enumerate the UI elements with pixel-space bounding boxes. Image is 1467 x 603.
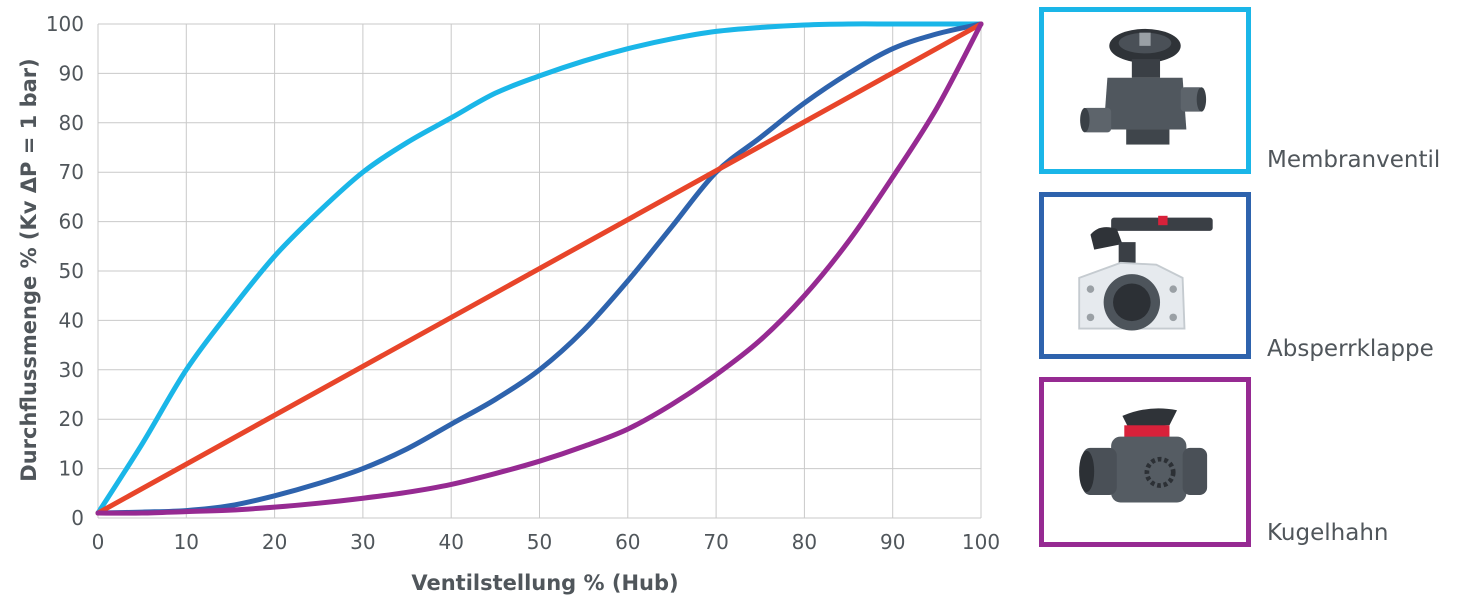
x-tick-label: 60 (615, 530, 640, 554)
x-tick-label: 50 (527, 530, 552, 554)
legend-box-absperrklappe (1039, 192, 1251, 359)
x-axis-title: Ventilstellung % (Hub) (411, 571, 678, 595)
series-line-linear (95, 21, 984, 516)
y-tick-label: 100 (46, 12, 84, 36)
y-tick-label: 10 (59, 457, 84, 481)
legend-box-membranventil (1039, 7, 1251, 174)
legend-label-membranventil: Membranventil (1267, 147, 1441, 173)
y-tick-label: 30 (59, 358, 84, 382)
legend-label-absperrklappe: Absperrklappe (1267, 336, 1434, 362)
x-tick-label: 70 (703, 530, 728, 554)
y-tick-label: 60 (59, 210, 84, 234)
x-tick-label: 90 (880, 530, 905, 554)
x-tick-label: 30 (350, 530, 375, 554)
series-line-membranventil (95, 21, 984, 516)
butterfly-valve-icon (1078, 215, 1213, 331)
ball-valve-icon (1079, 408, 1208, 503)
y-tick-label: 40 (59, 308, 84, 332)
chart-series (95, 21, 984, 516)
y-tick-label: 70 (59, 160, 84, 184)
x-tick-label: 0 (92, 530, 105, 554)
y-axis-ticks: 0 10 20 30 40 50 60 70 80 90 100 (46, 12, 84, 530)
x-tick-label: 80 (792, 530, 817, 554)
y-tick-label: 90 (59, 61, 84, 85)
diaphragm-valve-icon (1080, 28, 1207, 145)
y-tick-label: 20 (59, 407, 84, 431)
series-line-absperrklappe (95, 21, 984, 516)
y-tick-label: 80 (59, 111, 84, 135)
series-line-kugelhahn (95, 21, 984, 516)
x-axis-ticks: 0 10 20 30 40 50 60 70 80 90 100 (92, 530, 1000, 554)
y-tick-label: 50 (59, 259, 84, 283)
x-tick-label: 20 (262, 530, 287, 554)
x-tick-label: 10 (174, 530, 199, 554)
legend-label-kugelhahn: Kugelhahn (1267, 520, 1389, 546)
x-tick-label: 100 (962, 530, 1000, 554)
y-axis-title: Durchflussmenge % (Kv ΔP = 1 bar) (17, 58, 41, 481)
y-tick-label: 0 (71, 506, 84, 530)
legend-box-kugelhahn (1039, 377, 1251, 547)
x-tick-label: 40 (438, 530, 463, 554)
